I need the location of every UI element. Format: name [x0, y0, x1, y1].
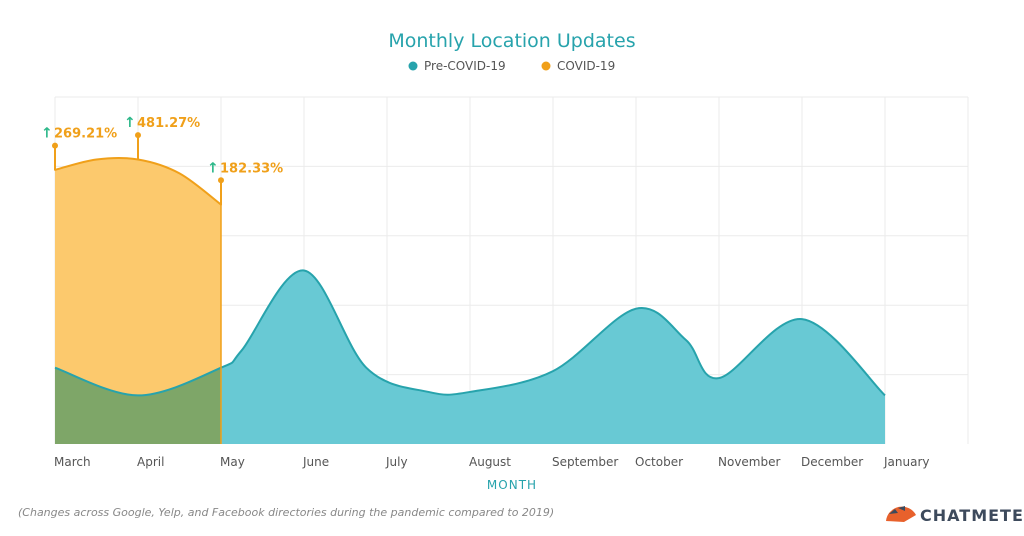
x-tick-label: May — [220, 455, 245, 469]
x-tick-label: March — [54, 455, 91, 469]
chart-title: Monthly Location Updates — [388, 30, 635, 52]
x-tick-label: August — [469, 455, 511, 469]
annotation-label: 481.27% — [137, 116, 200, 131]
x-tick-label: November — [718, 455, 780, 469]
legend-dot-pre-covid — [408, 61, 418, 71]
legend-label-covid: COVID-19 — [557, 59, 615, 73]
up-arrow-icon: ↑ — [41, 126, 53, 142]
chart-areas — [54, 156, 886, 444]
line-pre-covid — [54, 269, 886, 397]
annotation-dot — [135, 132, 141, 139]
annotations: ↑ 269.21%↑ 481.27%↑ 182.33% — [41, 115, 283, 206]
x-tick-label: October — [635, 455, 683, 469]
annotation-dot — [52, 142, 58, 149]
legend-dot-covid — [541, 61, 551, 71]
x-tick-label: June — [302, 455, 329, 469]
legend-label-pre-covid: Pre-COVID-19 — [424, 59, 506, 73]
brand-logo: CHATMETER — [886, 506, 1024, 525]
area-pre-covid — [55, 270, 885, 444]
x-tick-label: September — [552, 455, 618, 469]
x-axis-ticks: March April May June July August September Octo… — [54, 455, 930, 469]
annotation-dot — [218, 177, 224, 184]
x-tick-label: December — [801, 455, 863, 469]
area-covid — [55, 157, 221, 444]
x-tick-label: April — [137, 455, 164, 469]
up-arrow-icon: ↑ — [124, 115, 136, 131]
up-arrow-icon: ↑ — [207, 160, 219, 176]
annotation-label: 269.21% — [54, 127, 117, 142]
caption: (Changes across Google, Yelp, and Facebo… — [18, 506, 554, 519]
x-axis-label: MONTH — [487, 478, 537, 492]
chatmeter-logo-icon — [886, 506, 916, 522]
brand-name: CHATMETER — [920, 506, 1024, 525]
annotation-label: 182.33% — [220, 161, 283, 176]
legend: Pre-COVID-19 COVID-19 — [408, 59, 615, 73]
x-tick-label: January — [883, 455, 930, 469]
x-tick-label: July — [385, 455, 408, 469]
